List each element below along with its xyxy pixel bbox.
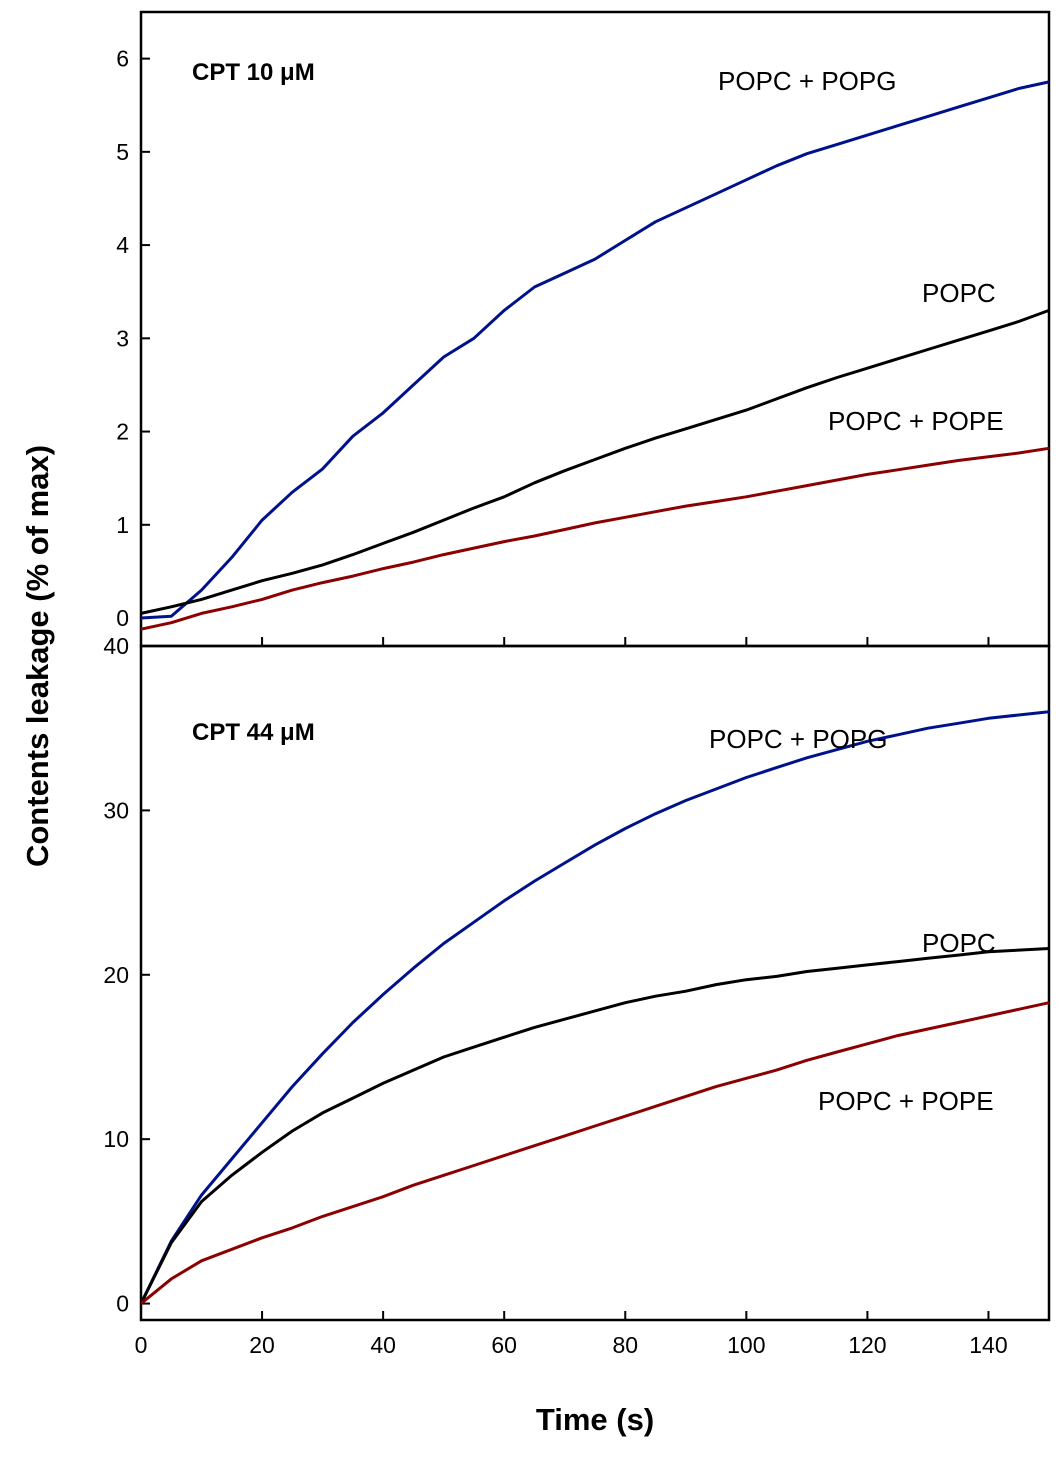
bottom-series-popc-pope — [140, 1001, 1050, 1305]
top-x-ticks — [140, 637, 990, 646]
bottom-label-popc-pope: POPC + POPE — [818, 1086, 994, 1116]
bottom-label-popc: POPC — [922, 928, 996, 958]
top-y-tick-label: 1 — [116, 512, 129, 538]
bottom-series-popc-popg — [139, 710, 1050, 1305]
bottom-y-tick-label: 40 — [103, 633, 129, 659]
bottom-series-popc — [139, 947, 1050, 1305]
bottom-x-tick-label: 40 — [370, 1332, 396, 1358]
top-label-popc: POPC — [922, 278, 996, 308]
top-series-popc-pope — [140, 446, 1050, 631]
bottom-y-tick-label: 0 — [116, 1291, 129, 1317]
top-label-popc-pope: POPC + POPE — [828, 406, 1004, 436]
bottom-y-axis: 0 10 20 30 40 — [103, 633, 150, 1317]
top-y-tick-label: 2 — [116, 419, 129, 445]
top-y-axis: 0 1 2 3 4 5 6 — [116, 46, 150, 631]
bottom-panel-frame — [139, 644, 1051, 1322]
bottom-x-tick-label: 0 — [135, 1332, 148, 1358]
bottom-label-popc-popg: POPC + POPG — [709, 724, 887, 754]
bottom-panel-title: CPT 44 μM — [192, 719, 315, 746]
y-axis-title: Contents leakage (% of max) — [20, 445, 55, 867]
bottom-y-tick-label: 20 — [103, 962, 129, 988]
top-y-tick-label: 5 — [116, 139, 129, 165]
top-y-tick-label: 3 — [116, 325, 129, 351]
x-axis-title: Time (s) — [536, 1402, 654, 1437]
bottom-x-tick-label: 80 — [612, 1332, 638, 1358]
bottom-x-tick-label: 100 — [727, 1332, 765, 1358]
top-y-tick-label: 6 — [116, 46, 129, 72]
bottom-y-tick-label: 10 — [103, 1126, 129, 1152]
bottom-x-axis: 0 20 40 60 80 100 120 140 — [135, 1311, 1008, 1358]
bottom-x-tick-label: 140 — [969, 1332, 1007, 1358]
bottom-series-group — [139, 710, 1050, 1305]
top-panel-frame — [139, 10, 1051, 648]
bottom-y-tick-label: 30 — [103, 797, 129, 823]
bottom-x-tick-label: 60 — [491, 1332, 517, 1358]
top-panel-title: CPT 10 μM — [192, 59, 315, 86]
bottom-x-tick-label: 20 — [249, 1332, 275, 1358]
top-label-popc-popg: POPC + POPG — [718, 66, 896, 96]
top-series-popc-popg — [140, 80, 1050, 620]
top-series-popc — [140, 308, 1050, 615]
top-series-group — [140, 80, 1050, 631]
top-y-tick-label: 4 — [116, 232, 129, 258]
top-y-tick-label: 0 — [116, 605, 129, 631]
bottom-x-tick-label: 120 — [848, 1332, 886, 1358]
